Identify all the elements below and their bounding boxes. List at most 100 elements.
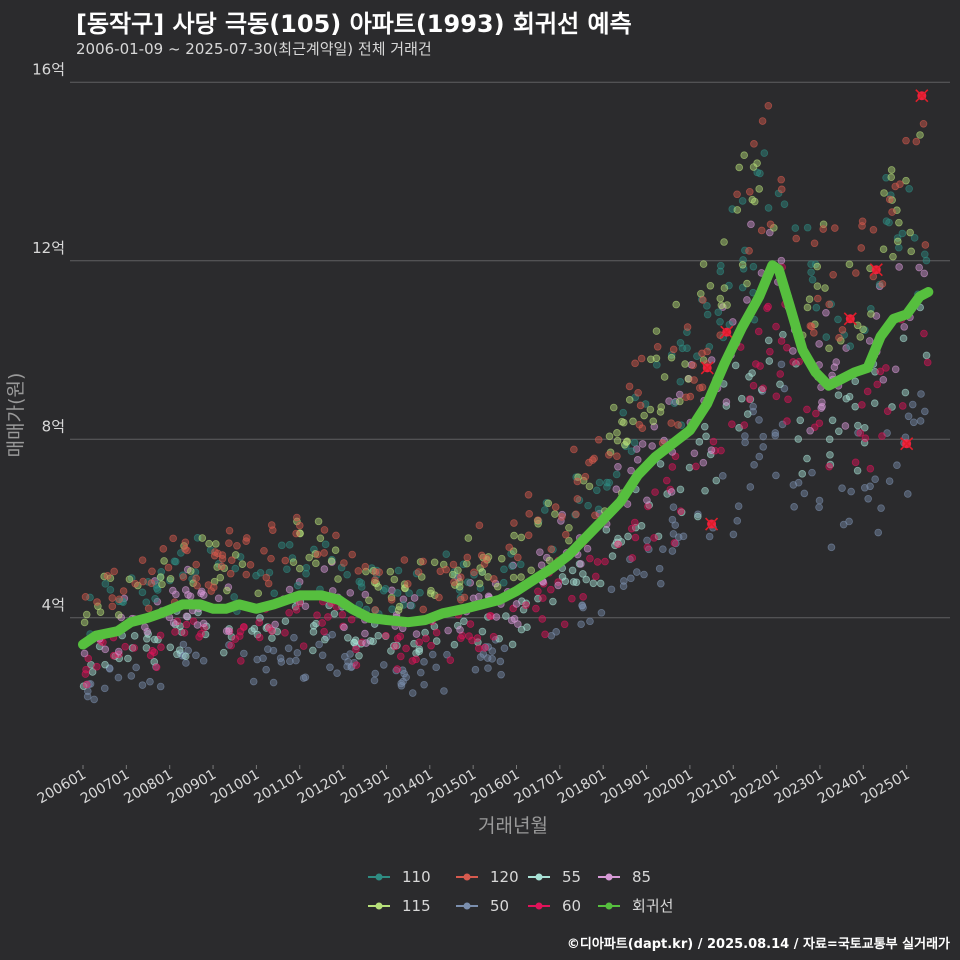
scatter-point-55 — [478, 627, 487, 636]
scatter-point-60 — [593, 558, 602, 566]
scatter-point-120 — [505, 543, 514, 552]
scatter-point-55 — [558, 573, 567, 581]
scatter-point-120 — [572, 510, 580, 519]
scatter-point-55 — [677, 508, 686, 517]
scatter-point-60 — [754, 327, 763, 336]
scatter-point-85 — [399, 595, 408, 604]
scatter-point-115 — [478, 568, 487, 576]
scatter-point-60 — [397, 652, 405, 661]
scatter-point-115 — [613, 429, 621, 437]
scatter-point-60 — [489, 632, 498, 641]
scatter-point-50 — [597, 608, 606, 617]
scatter-point-55 — [845, 392, 854, 401]
scatter-point-50 — [839, 520, 848, 529]
scatter-point-115 — [426, 589, 435, 598]
scatter-point-120 — [267, 521, 276, 529]
scatter-point-60 — [650, 534, 658, 542]
scatter-point-120 — [103, 572, 112, 580]
scatter-point-120 — [93, 598, 101, 606]
scatter-point-50 — [277, 658, 286, 666]
scatter-point-120 — [605, 451, 613, 459]
scatter-point-115 — [289, 558, 298, 566]
scatter-point-110 — [846, 342, 855, 351]
scatter-point-115 — [82, 610, 91, 619]
scatter-point-60 — [898, 402, 907, 410]
scatter-point-60 — [152, 663, 161, 672]
y-tick-label: 16억 — [32, 60, 65, 78]
scatter-point-60 — [180, 629, 189, 637]
scatter-point-115 — [497, 554, 506, 563]
scatter-point-60 — [265, 623, 273, 632]
legend-label: 85 — [632, 868, 651, 886]
scatter-point-55 — [281, 617, 290, 625]
scatter-point-115 — [657, 403, 666, 411]
scatter-point-60 — [766, 347, 774, 356]
scatter-point-120 — [777, 185, 786, 194]
scatter-point-120 — [588, 456, 597, 464]
scatter-point-120 — [482, 554, 491, 563]
scatter-point-115 — [879, 245, 888, 254]
legend: 110 115 120 50 55 60 85 회귀선 — [368, 868, 673, 915]
scatter-point-55 — [834, 391, 843, 399]
scatter-point-115 — [672, 300, 680, 309]
scatter-point-55 — [219, 648, 228, 657]
scatter-point-55 — [700, 422, 709, 431]
scatter-point-50 — [286, 657, 294, 666]
scatter-point-120 — [573, 495, 582, 503]
scatter-point-55 — [853, 466, 862, 475]
scatter-point-85 — [444, 626, 452, 635]
scatter-point-85 — [361, 590, 370, 599]
scatter-point-50 — [497, 670, 505, 679]
scatter-point-60 — [749, 381, 758, 390]
scatter-point-110 — [717, 261, 725, 270]
scatter-point-50 — [815, 503, 823, 512]
scatter-point-60 — [255, 618, 263, 627]
scatter-point-85 — [199, 619, 208, 628]
scatter-point-110 — [627, 447, 636, 456]
scatter-point-50 — [428, 650, 437, 659]
scatter-point-120 — [320, 549, 328, 557]
scatter-point-55 — [676, 485, 685, 494]
scatter-point-60 — [415, 638, 424, 646]
scatter-point-120 — [878, 280, 887, 288]
scatter-point-50 — [904, 490, 912, 498]
scatter-point-115 — [464, 534, 473, 542]
scatter-point-85 — [101, 645, 110, 654]
scatter-point-120 — [348, 550, 357, 559]
scatter-point-120 — [320, 526, 329, 534]
scatter-point-55 — [321, 635, 329, 644]
scatter-point-85 — [789, 347, 797, 355]
scatter-point-60 — [592, 572, 600, 581]
scatter-point-55 — [656, 460, 665, 468]
scatter-point-110 — [676, 377, 685, 386]
scatter-point-60 — [237, 657, 245, 665]
scatter-point-115 — [805, 295, 814, 304]
scatter-point-60 — [863, 387, 872, 396]
scatter-point-60 — [627, 524, 636, 533]
highlight-marker — [720, 325, 734, 339]
scatter-point-120 — [262, 573, 271, 582]
scatter-point-85 — [648, 442, 656, 450]
scatter-point-55 — [602, 526, 611, 534]
scatter-point-120 — [463, 553, 472, 562]
x-tick-label: 201001 — [208, 767, 262, 808]
scatter-point-50 — [808, 468, 816, 477]
scatter-point-85 — [747, 220, 755, 229]
scatter-point-55 — [549, 597, 557, 606]
scatter-point-115 — [681, 360, 689, 368]
scatter-point-55 — [776, 380, 784, 389]
scatter-point-50 — [694, 510, 702, 519]
scatter-point-50 — [854, 428, 862, 437]
scatter-point-50 — [921, 407, 929, 416]
scatter-point-55 — [450, 640, 459, 649]
scatter-point-55 — [743, 410, 752, 418]
scatter-point-60 — [923, 358, 932, 367]
scatter-point-120 — [371, 568, 380, 576]
scatter-point-55 — [582, 575, 591, 584]
scatter-point-60 — [795, 357, 803, 366]
scatter-point-50 — [838, 484, 846, 492]
scatter-point-115 — [114, 611, 123, 619]
scatter-point-85 — [169, 619, 178, 627]
scatter-point-115 — [646, 405, 655, 414]
scatter-point-120 — [829, 270, 837, 279]
